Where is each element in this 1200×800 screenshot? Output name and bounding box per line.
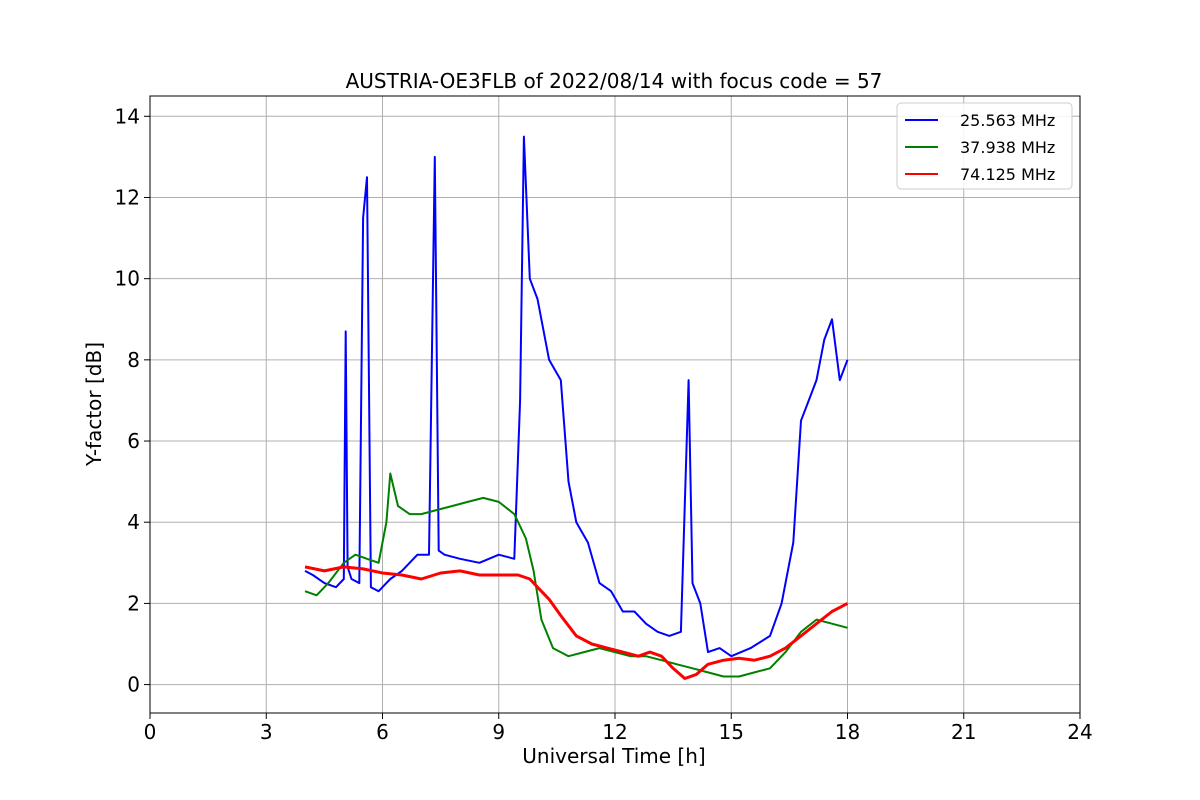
y-axis: 0 2 4 6 8 10 12 14 xyxy=(115,104,150,697)
x-tick-label: 6 xyxy=(376,720,389,744)
x-tick-label: 9 xyxy=(492,720,505,744)
y-tick-label: 4 xyxy=(127,510,140,534)
legend-label-2: 37.938 MHz xyxy=(960,138,1055,157)
series-line-3 xyxy=(304,565,849,680)
series-line-2 xyxy=(304,472,848,678)
y-tick-label: 6 xyxy=(127,429,140,453)
y-axis-label: Y-factor [dB] xyxy=(82,342,106,467)
x-tick-label: 0 xyxy=(144,720,157,744)
legend-label-3: 74.125 MHz xyxy=(960,165,1055,184)
chart-title: AUSTRIA-OE3FLB of 2022/08/14 with focus … xyxy=(346,69,883,93)
y-tick-label: 0 xyxy=(127,673,140,697)
x-tick-label: 18 xyxy=(835,720,860,744)
x-axis-label: Universal Time [h] xyxy=(522,744,705,768)
x-tick-label: 12 xyxy=(602,720,627,744)
x-axis: 0 3 6 9 12 15 18 21 24 xyxy=(144,713,1093,744)
y-tick-label: 10 xyxy=(115,267,140,291)
plot-series xyxy=(304,135,849,680)
legend-box xyxy=(896,102,1073,190)
y-tick-label: 12 xyxy=(115,185,140,209)
legend-label-1: 25.563 MHz xyxy=(960,111,1055,130)
x-tick-label: 21 xyxy=(951,720,976,744)
y-tick-label: 14 xyxy=(115,104,140,128)
legend: 25.563 MHz 37.938 MHz 74.125 MHz xyxy=(896,102,1073,190)
y-tick-label: 2 xyxy=(127,591,140,615)
series-line-1 xyxy=(304,135,849,658)
x-tick-label: 24 xyxy=(1067,720,1092,744)
x-tick-label: 3 xyxy=(260,720,273,744)
y-tick-label: 8 xyxy=(127,348,140,372)
x-tick-label: 15 xyxy=(719,720,744,744)
